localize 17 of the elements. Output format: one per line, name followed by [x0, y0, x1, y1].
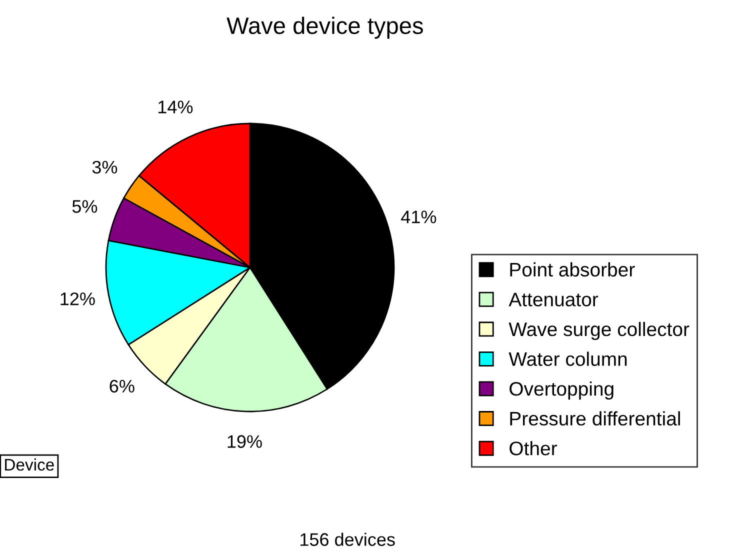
data-label: 5%: [72, 200, 98, 213]
text: Device: [5, 458, 54, 471]
data-label: 12%: [60, 292, 95, 306]
data-label: 41%: [401, 210, 436, 224]
data-label: 3%: [92, 160, 118, 174]
legend-label: Other: [510, 441, 557, 456]
data-label: 14%: [158, 100, 193, 114]
text: 156 devices: [300, 532, 395, 546]
data-label: 19%: [228, 435, 262, 448]
legend-label: Overtopping: [510, 381, 614, 400]
legend-label: Attenuator: [508, 292, 598, 306]
data-label: 6%: [110, 380, 134, 393]
legend-label: Pressure differential: [510, 411, 680, 426]
legend-label: Point absorber: [510, 262, 635, 277]
legend-label: Wave surge collector: [508, 322, 690, 340]
chart-title: Wave device types: [226, 16, 423, 39]
legend-label: Water column: [508, 352, 627, 366]
